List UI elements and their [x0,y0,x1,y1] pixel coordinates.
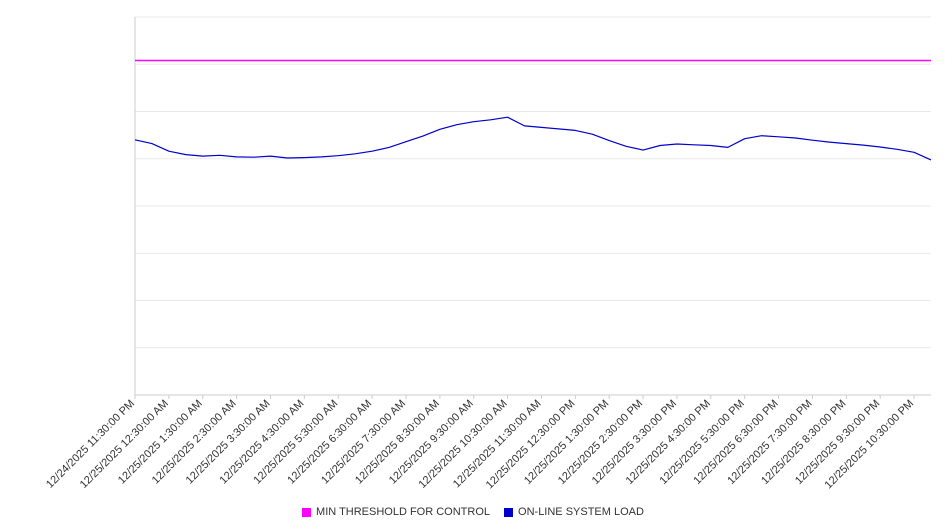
online-load-swatch-icon [504,507,514,517]
legend-item-online-load[interactable]: ON-LINE SYSTEM LOAD [504,506,644,518]
legend-label-online-load: ON-LINE SYSTEM LOAD [518,506,644,518]
chart-legend: MIN THRESHOLD FOR CONTROL ON-LINE SYSTEM… [0,506,946,518]
min-threshold-swatch-icon [302,507,312,517]
load-line [134,116,932,161]
legend-label-min-threshold: MIN THRESHOLD FOR CONTROL [316,506,491,518]
legend-item-min-threshold[interactable]: MIN THRESHOLD FOR CONTROL [302,506,490,518]
